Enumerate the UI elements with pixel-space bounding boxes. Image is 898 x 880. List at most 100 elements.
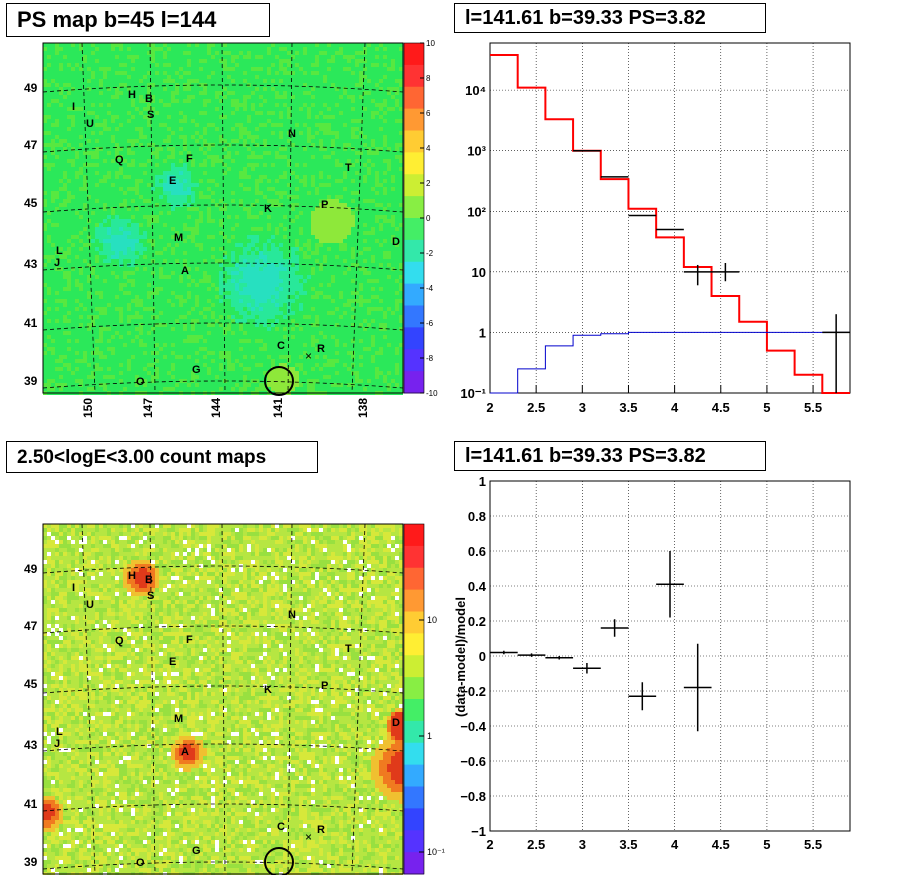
map-cell <box>383 203 387 207</box>
map-cell <box>279 219 283 223</box>
map-cell <box>303 83 307 87</box>
map-cell <box>79 107 83 111</box>
map-cell <box>351 247 355 251</box>
map-cell <box>379 95 383 99</box>
map-cell <box>271 211 275 215</box>
map-cell <box>291 207 295 211</box>
map-cell <box>51 107 55 111</box>
map-cell <box>343 59 347 63</box>
map-cell <box>211 175 215 179</box>
map-cell <box>319 155 323 159</box>
map-cell <box>307 55 311 59</box>
map-cell <box>223 207 227 211</box>
map-cell <box>327 51 331 55</box>
map-cell <box>291 243 295 247</box>
map-cell <box>187 247 191 251</box>
map-cell <box>175 191 179 195</box>
map-cell <box>299 139 303 143</box>
map-cell <box>163 111 167 115</box>
map-cell <box>47 163 51 167</box>
map-cell <box>243 47 247 51</box>
map-cell <box>339 99 343 103</box>
map-cell <box>87 175 91 179</box>
map-cell <box>295 43 299 47</box>
map-cell <box>155 219 159 223</box>
map-cell <box>319 183 323 187</box>
map-cell <box>195 99 199 103</box>
map-cell <box>371 95 375 99</box>
map-cell <box>235 183 239 187</box>
map-cell <box>59 171 63 175</box>
map-cell <box>47 167 51 171</box>
map-cell <box>263 91 267 95</box>
map-cell <box>351 155 355 159</box>
map-cell <box>71 155 75 159</box>
map-cell <box>331 71 335 75</box>
map-cell <box>351 55 355 59</box>
map-cell <box>259 215 263 219</box>
map-cell <box>275 183 279 187</box>
map-cell <box>95 147 99 151</box>
map-cell <box>367 211 371 215</box>
map-cell <box>391 235 395 239</box>
map-cell <box>367 123 371 127</box>
map-cell <box>159 223 163 227</box>
map-cell <box>387 163 391 167</box>
map-cell <box>359 171 363 175</box>
map-cell <box>303 179 307 183</box>
map-cell <box>359 43 363 47</box>
map-cell <box>71 247 75 251</box>
map-cell <box>227 67 231 71</box>
map-cell <box>275 143 279 147</box>
map-cell <box>139 71 143 75</box>
map-cell <box>59 255 63 259</box>
map-cell <box>247 127 251 131</box>
map-cell <box>167 155 171 159</box>
map-cell <box>263 231 267 235</box>
map-cell <box>207 183 211 187</box>
map-cell <box>159 255 163 259</box>
map-cell <box>43 155 47 159</box>
map-cell <box>263 215 267 219</box>
map-cell <box>259 155 263 159</box>
map-cell <box>175 239 179 243</box>
map-cell <box>379 119 383 123</box>
map-cell <box>347 127 351 131</box>
map-cell <box>267 139 271 143</box>
map-cell <box>83 95 87 99</box>
map-cell <box>231 111 235 115</box>
map-cell <box>299 87 303 91</box>
map-cell <box>311 187 315 191</box>
map-cell <box>143 147 147 151</box>
map-cell <box>55 99 59 103</box>
map-cell <box>327 239 331 243</box>
map-cell <box>235 71 239 75</box>
map-cell <box>143 119 147 123</box>
map-cell <box>151 175 155 179</box>
map-cell <box>171 231 175 235</box>
map-cell <box>103 123 107 127</box>
map-cell <box>199 199 203 203</box>
map-cell <box>207 95 211 99</box>
map-cell <box>131 239 135 243</box>
map-cell <box>383 111 387 115</box>
map-cell <box>259 219 263 223</box>
map-cell <box>355 179 359 183</box>
map-cell <box>375 55 379 59</box>
map-cell <box>151 179 155 183</box>
map-cell <box>191 227 195 231</box>
map-cell <box>347 231 351 235</box>
map-cell <box>103 139 107 143</box>
map-cell <box>143 239 147 243</box>
map-cell <box>335 243 339 247</box>
map-cell <box>347 215 351 219</box>
map-cell <box>43 63 47 67</box>
map-cell <box>99 51 103 55</box>
map-cell <box>311 219 315 223</box>
map-cell <box>63 67 67 71</box>
map-cell <box>83 47 87 51</box>
map-cell <box>215 159 219 163</box>
map-cell <box>59 135 63 139</box>
map-cell <box>283 191 287 195</box>
map-cell <box>235 259 239 263</box>
